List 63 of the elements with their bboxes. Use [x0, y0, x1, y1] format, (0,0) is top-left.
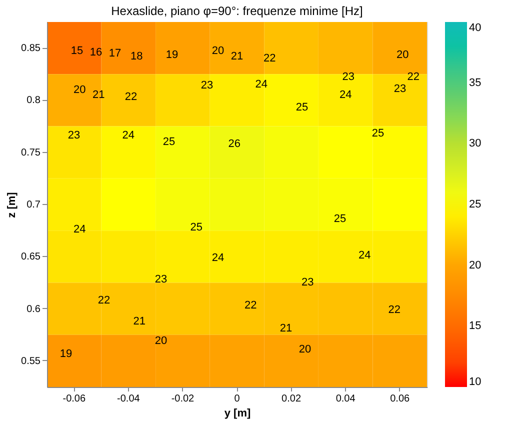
x-axis-title: y [m] [224, 408, 251, 420]
chart-title: Hexaslide, piano φ=90°: frequenze minime [Hz] [111, 4, 363, 18]
annotation: 25 [162, 136, 176, 148]
annotation: 23 [154, 274, 168, 286]
x-tick-label: -0.02 [171, 394, 195, 404]
annotation: 24 [212, 252, 224, 264]
color-bar-label: 10 [469, 376, 482, 388]
annotation: 24 [340, 89, 352, 101]
annotation: 21 [133, 315, 146, 328]
annotation: 23 [200, 80, 214, 92]
annotation: 20 [74, 84, 86, 96]
annotation: 23 [302, 276, 314, 289]
annotation: 20 [212, 45, 224, 58]
x-tick-label: -0.04 [117, 394, 140, 404]
annotation: 24 [358, 250, 371, 262]
x-tick-label: 0.04 [336, 394, 356, 404]
annotation: 25 [296, 101, 308, 114]
annotation: 20 [154, 335, 168, 348]
annotation: 21 [280, 322, 292, 335]
annotation: 22 [98, 294, 110, 306]
annotation: 19 [166, 49, 178, 62]
y-tick-label: 0.6 [26, 304, 41, 315]
annotation: 20 [396, 49, 409, 62]
annotation: 22 [388, 304, 400, 316]
annotation: 24 [122, 130, 134, 142]
x-tick-label: -0.06 [62, 394, 86, 404]
annotation: 21 [230, 50, 244, 62]
y-tick-label: 0.65 [21, 252, 41, 263]
annotation: 23 [68, 130, 80, 142]
y-tick-label: 0.75 [21, 147, 41, 158]
annotation: 18 [130, 50, 143, 62]
color-bar-label: 25 [469, 198, 482, 210]
annotation: 26 [228, 138, 240, 150]
annotation: 17 [108, 47, 122, 60]
y-tick-label: 0.7 [26, 200, 41, 210]
color-bar-label: 40 [469, 22, 482, 34]
annotation: 20 [298, 343, 312, 356]
annotation: 22 [264, 52, 276, 64]
annotation: 23 [342, 71, 354, 84]
y-tick-label: 0.8 [26, 95, 41, 106]
color-bar-label: 35 [469, 76, 482, 89]
annotation: 21 [92, 89, 105, 101]
annotation: 24 [255, 78, 268, 90]
annotation: 25 [190, 221, 202, 234]
annotation: 19 [60, 348, 72, 360]
x-tick-label: 0.06 [390, 394, 410, 404]
annotation: 22 [244, 300, 257, 312]
annotation: 23 [394, 82, 406, 95]
y-tick-label: 0.55 [21, 356, 41, 367]
y-axis-title: z [m] [6, 192, 18, 218]
color-bar-label: 15 [469, 320, 482, 332]
annotation: 24 [74, 224, 86, 236]
annotation: 25 [334, 213, 346, 226]
y-tick-label: 0.85 [21, 43, 41, 54]
annotation: 15 [70, 45, 84, 58]
annotation: 22 [124, 91, 138, 104]
annotation: 16 [90, 46, 102, 58]
annotation: 25 [372, 128, 384, 140]
x-tick-label: 0.02 [282, 394, 302, 404]
annotation: 22 [407, 71, 420, 84]
x-tick-label: 0 [234, 394, 240, 404]
color-bar-label: 30 [469, 138, 482, 150]
color-bar-label: 20 [469, 259, 482, 272]
